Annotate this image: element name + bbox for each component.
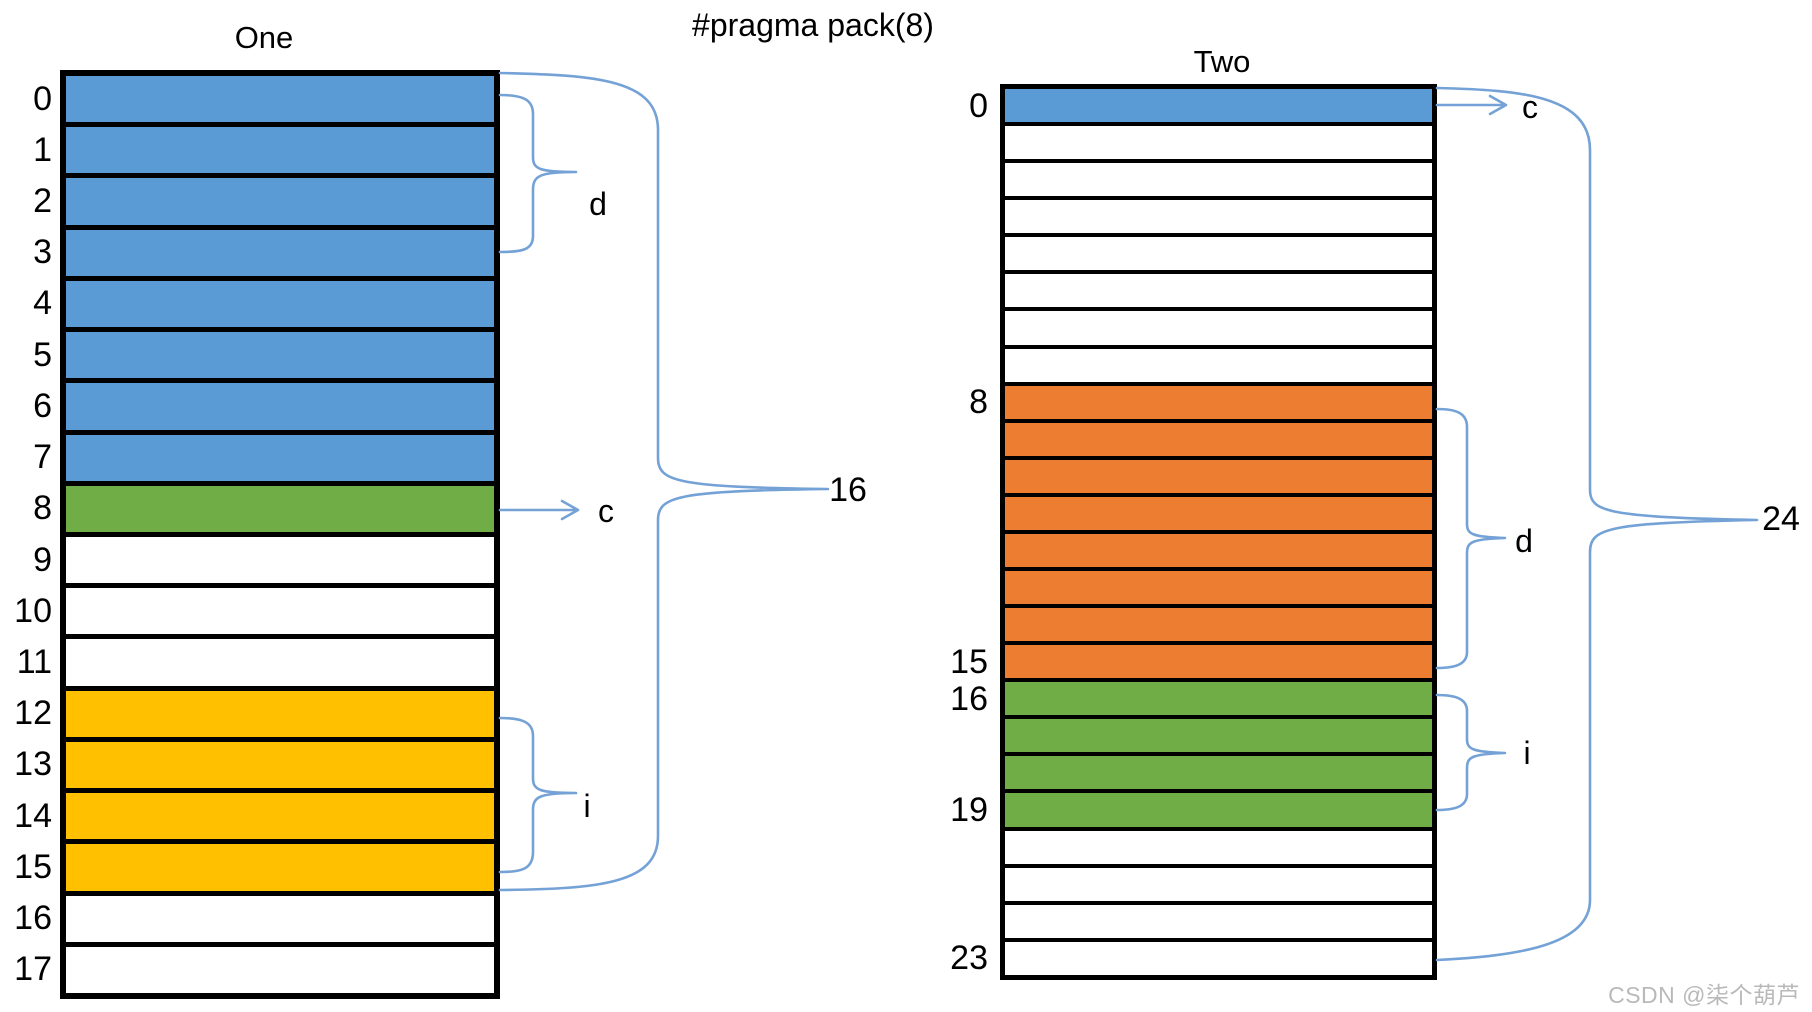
struct-one-offset-labels: 0 1 2 3 4 5 6 7 8 9 10 11 12 13 14 15 16 17 <box>0 70 52 999</box>
one-memory-cell <box>66 895 494 942</box>
one-d-brace <box>498 93 578 254</box>
one-offset-label: 17 <box>14 950 52 989</box>
two-i-label: i <box>1523 735 1530 771</box>
two-memory-cell <box>1005 793 1432 827</box>
one-memory-cell <box>66 690 494 737</box>
two-memory-cell <box>1005 645 1432 679</box>
two-offset-label: 19 <box>950 791 988 830</box>
two-d-brace <box>1435 407 1507 670</box>
one-i-brace <box>498 716 578 874</box>
two-memory-cell <box>1005 348 1432 382</box>
one-offset-label: 6 <box>33 386 52 425</box>
two-memory-cell <box>1005 941 1432 975</box>
one-total-size-label: 16 <box>829 471 867 509</box>
one-memory-cell <box>66 639 494 686</box>
pragma-directive-title: #pragma pack(8) <box>692 7 934 43</box>
two-memory-cell <box>1005 719 1432 753</box>
one-offset-label: 3 <box>33 233 52 272</box>
two-memory-cell <box>1005 830 1432 864</box>
two-offset-label: 16 <box>950 679 988 718</box>
one-i-label: i <box>583 788 590 824</box>
one-c-label: c <box>598 493 614 529</box>
two-memory-cell <box>1005 237 1432 271</box>
one-offset-label: 11 <box>16 643 52 682</box>
one-memory-cell <box>66 793 494 840</box>
one-offset-label: 5 <box>33 335 52 374</box>
one-offset-label: 0 <box>33 79 52 118</box>
two-memory-cell <box>1005 459 1432 493</box>
two-offset-label: 8 <box>969 383 988 422</box>
one-memory-cell <box>66 485 494 532</box>
two-memory-cell <box>1005 385 1432 419</box>
one-memory-cell <box>66 280 494 328</box>
two-memory-cell <box>1005 756 1432 790</box>
struct-one-memory-table <box>60 70 500 999</box>
two-memory-cell <box>1005 200 1432 234</box>
one-offset-label: 13 <box>14 745 52 784</box>
one-offset-label: 10 <box>14 591 52 630</box>
one-memory-cell <box>66 434 494 481</box>
watermark: CSDN @柒个葫芦 <box>1608 982 1800 1008</box>
two-memory-cell <box>1005 311 1432 345</box>
one-memory-cell <box>66 76 494 123</box>
two-memory-cell <box>1005 608 1432 642</box>
two-offset-label: 0 <box>969 86 988 125</box>
one-memory-cell <box>66 946 494 993</box>
two-memory-cell <box>1005 867 1432 901</box>
one-memory-cell <box>66 332 494 379</box>
one-offset-label: 14 <box>14 796 52 835</box>
two-c-arrow <box>1435 94 1508 116</box>
two-memory-cell <box>1005 571 1432 605</box>
one-memory-cell <box>66 844 494 891</box>
struct-two-memory-table <box>1000 84 1437 980</box>
one-c-arrow <box>498 499 580 521</box>
two-offset-label: 23 <box>950 939 988 978</box>
one-offset-label: 7 <box>33 438 52 477</box>
one-offset-label: 16 <box>14 899 52 938</box>
two-i-brace <box>1435 693 1507 812</box>
two-memory-cell <box>1005 496 1432 530</box>
two-c-label: c <box>1522 89 1538 125</box>
one-offset-label: 9 <box>33 540 52 579</box>
two-memory-cell <box>1005 274 1432 308</box>
one-offset-label: 1 <box>33 130 52 169</box>
one-memory-cell <box>66 536 494 584</box>
one-memory-cell <box>66 741 494 789</box>
two-memory-cell <box>1005 126 1432 160</box>
one-offset-label: 15 <box>14 847 52 886</box>
two-memory-cell <box>1005 163 1432 197</box>
two-memory-cell <box>1005 533 1432 568</box>
one-offset-label: 4 <box>33 284 52 323</box>
struct-two-title: Two <box>1193 44 1251 79</box>
two-d-label: d <box>1515 523 1533 559</box>
one-offset-label: 2 <box>33 182 52 221</box>
struct-one-title: One <box>234 20 294 55</box>
one-memory-cell <box>66 383 494 430</box>
one-memory-cell <box>66 229 494 276</box>
one-total-size-brace <box>498 71 830 892</box>
two-memory-cell <box>1005 904 1432 938</box>
two-memory-cell <box>1005 89 1432 123</box>
one-memory-cell <box>66 588 494 635</box>
two-memory-cell <box>1005 682 1432 716</box>
one-offset-label: 12 <box>14 694 52 733</box>
two-total-size-label: 24 <box>1762 500 1800 538</box>
one-memory-cell <box>66 127 494 174</box>
one-d-label: d <box>589 186 607 222</box>
one-offset-label: 8 <box>33 489 52 528</box>
two-offset-label: 15 <box>950 642 988 681</box>
one-memory-cell <box>66 178 494 225</box>
two-total-size-brace <box>1435 86 1759 962</box>
two-memory-cell <box>1005 422 1432 456</box>
